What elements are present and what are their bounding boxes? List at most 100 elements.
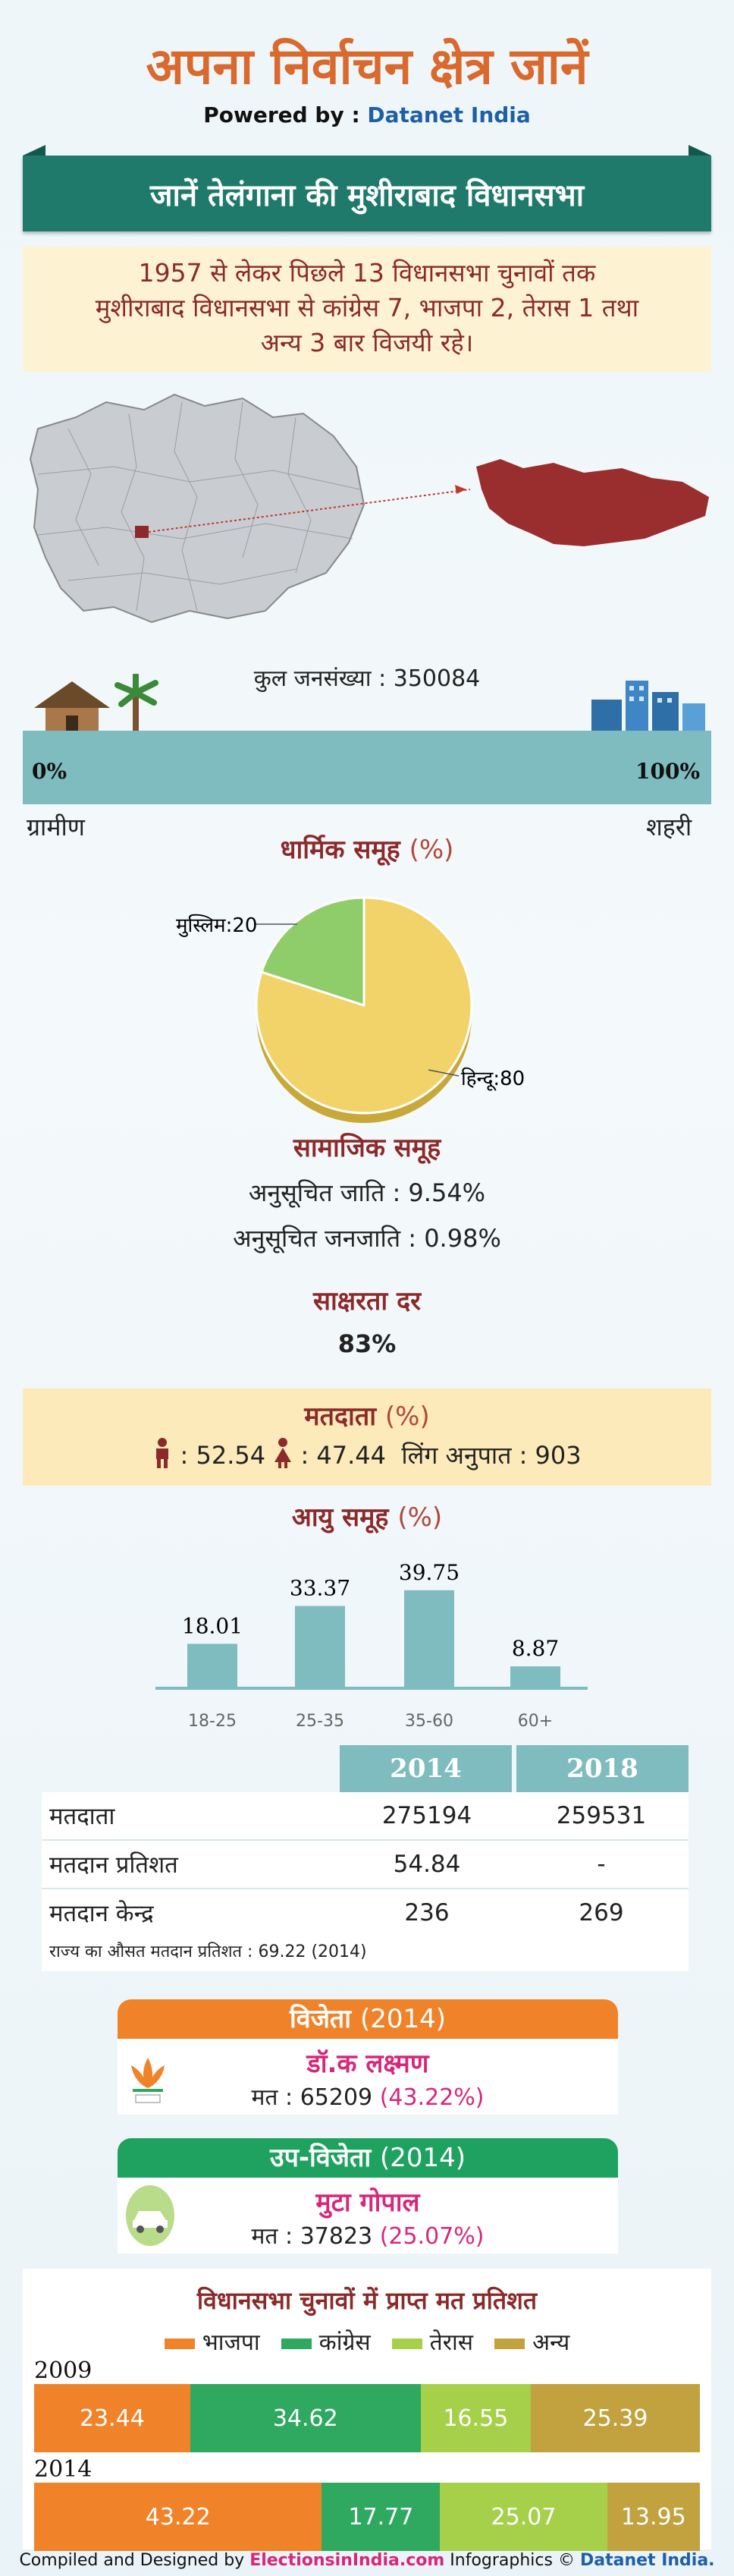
vote-segment: 16.55 bbox=[420, 2384, 532, 2452]
age-bar bbox=[510, 1666, 560, 1688]
pie-label-muslim: मुस्लिम:20 bbox=[176, 914, 257, 937]
religion-unit: (%) bbox=[409, 835, 454, 865]
runner-vote-count: मत : 37823 bbox=[251, 2223, 373, 2250]
vote-bar-2009: 23.44 34.62 16.55 25.39 bbox=[34, 2384, 700, 2452]
vote-segment: 13.95 bbox=[607, 2483, 700, 2551]
religion-heading: धार्मिक समूह (%) bbox=[0, 831, 734, 866]
winner-vote-count: मत : 65209 bbox=[251, 2084, 373, 2111]
table-row: मतदान प्रतिशत 54.84 - bbox=[42, 1840, 689, 1889]
summary-line: मुशीराबाद विधानसभा से कांग्रेस 7, भाजपा … bbox=[95, 293, 639, 322]
legend-item: भाजपा bbox=[164, 2326, 260, 2357]
brand-name: Datanet India bbox=[367, 102, 531, 127]
voter-title: मतदाता bbox=[304, 1401, 377, 1432]
rural-urban-bar bbox=[23, 731, 711, 804]
female-share: : 47.44 bbox=[300, 1441, 386, 1470]
winner-year: (2014) bbox=[359, 2004, 447, 2034]
cell-2018: 259531 bbox=[514, 1792, 689, 1841]
age-heading: आयु समूह (%) bbox=[0, 1499, 734, 1533]
constituency-map-icon bbox=[476, 459, 709, 546]
age-bar bbox=[404, 1590, 454, 1688]
constituency-banner: जानें तेलंगाना की मुशीराबाद विधानसभा bbox=[23, 145, 711, 231]
vote-share-legend: भाजपा कांग्रेस तेरास अन्य bbox=[0, 2326, 734, 2357]
total-population: कुल जनसंख्या : 350084 bbox=[253, 665, 481, 692]
vote-segment: 25.07 bbox=[440, 2483, 607, 2551]
runner-head: उप-विजेता (2014) bbox=[118, 2138, 618, 2178]
summary-box: 1957 से लेकर पिछले 13 विधानसभा चुनावों त… bbox=[23, 247, 711, 372]
winner-body: डॉ.क लक्ष्मण मत : 65209 (43.22%) bbox=[118, 2039, 618, 2115]
male-share: : 52.54 bbox=[180, 1441, 266, 1470]
vote-segment: 43.22 bbox=[34, 2483, 322, 2551]
pie-label-hindu: हिन्दू:80 bbox=[461, 1067, 525, 1091]
runner-year: (2014) bbox=[379, 2143, 466, 2173]
runner-head-label: उप-विजेता bbox=[269, 2143, 372, 2173]
summary-line: 1957 से लेकर पिछले 13 विधानसभा चुनावों त… bbox=[138, 258, 596, 288]
row-label: मतदान केन्द्र bbox=[42, 1889, 340, 1938]
rural-hut-icon bbox=[34, 674, 158, 731]
cell-2018: - bbox=[514, 1840, 689, 1889]
footer-mid: Infographics © bbox=[444, 2551, 580, 2570]
legend-item: कांग्रेस bbox=[281, 2326, 371, 2357]
age-value-label: 39.75 bbox=[399, 1560, 460, 1585]
social-heading: सामाजिक समूह bbox=[293, 1133, 441, 1163]
runner-body: मुटा गोपाल मत : 37823 (25.07%) bbox=[118, 2178, 618, 2254]
sc-share: अनुसूचित जाति : 9.54% bbox=[248, 1178, 486, 1207]
footer-site: ElectionsinIndia.com bbox=[249, 2551, 445, 2570]
literacy-value: 83% bbox=[337, 1329, 397, 1358]
stats-table: 2014 2018 मतदाता 275194 259531 मतदान प्र… bbox=[42, 1745, 689, 1938]
vote-segment: 17.77 bbox=[322, 2483, 441, 2551]
powered-prefix: Powered by : bbox=[203, 102, 368, 127]
urban-city-icon bbox=[591, 681, 705, 734]
st-share: अनुसूचित जनजाति : 0.98% bbox=[233, 1224, 501, 1253]
age-category-label: 18-25 bbox=[188, 1712, 237, 1731]
age-unit: (%) bbox=[397, 1502, 443, 1533]
cell-2014: 54.84 bbox=[340, 1840, 514, 1889]
runner-name: मुटा गोपाल bbox=[315, 2188, 420, 2218]
age-category-label: 35-60 bbox=[405, 1712, 453, 1731]
year-label-2009: 2009 bbox=[34, 2357, 93, 2384]
urban-label: शहरी bbox=[646, 813, 692, 841]
vote-bar-2014: 43.22 17.77 25.07 13.95 bbox=[34, 2483, 700, 2551]
vote-segment: 23.44 bbox=[34, 2384, 190, 2452]
footer-prefix: Compiled and Designed by bbox=[19, 2551, 250, 2570]
winner-votes: मत : 65209 (43.22%) bbox=[118, 2081, 618, 2112]
state-map-icon bbox=[29, 393, 365, 624]
legend-item: तेरास bbox=[391, 2326, 473, 2357]
constituency-marker bbox=[135, 526, 149, 538]
age-bar bbox=[295, 1606, 345, 1688]
voter-gender-line: : 52.54 : 47.44 लिंग अनुपात : 903 bbox=[0, 1438, 734, 1471]
year-label-2014: 2014 bbox=[34, 2456, 93, 2483]
legend-label: भाजपा bbox=[202, 2329, 260, 2356]
runner-votes: मत : 37823 (25.07%) bbox=[118, 2219, 618, 2250]
table-row: मतदान केन्द्र 236 269 bbox=[42, 1889, 689, 1938]
vote-segment: 25.39 bbox=[531, 2384, 700, 2452]
age-bar bbox=[187, 1643, 237, 1688]
male-icon bbox=[156, 1438, 169, 1468]
footer-brand: Datanet India. bbox=[579, 2551, 715, 2570]
sex-ratio: लिंग अनुपात : 903 bbox=[401, 1441, 582, 1470]
runner-vote-pct: (25.07%) bbox=[379, 2223, 485, 2250]
page-title: अपना निर्वाचन क्षेत्र जानें bbox=[146, 37, 588, 96]
cell-2018: 269 bbox=[514, 1889, 689, 1938]
row-label: मतदाता bbox=[42, 1792, 340, 1841]
footer-credit: Compiled and Designed by ElectionsinIndi… bbox=[0, 2551, 734, 2570]
age-value-label: 33.37 bbox=[290, 1576, 350, 1601]
female-icon bbox=[274, 1438, 292, 1468]
pie-slice bbox=[260, 896, 365, 1008]
age-category-label: 60+ bbox=[518, 1712, 553, 1731]
rural-label: ग्रामीण bbox=[27, 813, 85, 841]
urban-percent: 100% bbox=[635, 759, 701, 784]
vote-segment: 34.62 bbox=[190, 2384, 421, 2452]
cell-2014: 236 bbox=[340, 1889, 514, 1938]
winner-name: डॉ.क लक्ष्मण bbox=[306, 2049, 429, 2079]
powered-by: Powered by : Datanet India bbox=[0, 102, 734, 127]
age-category-label: 25-35 bbox=[296, 1712, 344, 1731]
stats-corner bbox=[42, 1745, 340, 1792]
cell-2014: 275194 bbox=[340, 1792, 514, 1841]
col-2018: 2018 bbox=[512, 1745, 689, 1792]
age-bar-chart: 18.01 18-25 33.37 25-35 39.75 35-60 8.87 60+ bbox=[155, 1560, 588, 1731]
legend-label: अन्य bbox=[532, 2329, 570, 2356]
vote-share-title: विधानसभा चुनावों में प्राप्त मत प्रतिशत bbox=[196, 2286, 538, 2315]
runner-card: उप-विजेता (2014) मुटा गोपाल मत : 37823 (… bbox=[118, 2138, 618, 2254]
lotus-icon bbox=[131, 2058, 165, 2103]
stats-table-wrap: 2014 2018 मतदाता 275194 259531 मतदान प्र… bbox=[42, 1745, 689, 1938]
